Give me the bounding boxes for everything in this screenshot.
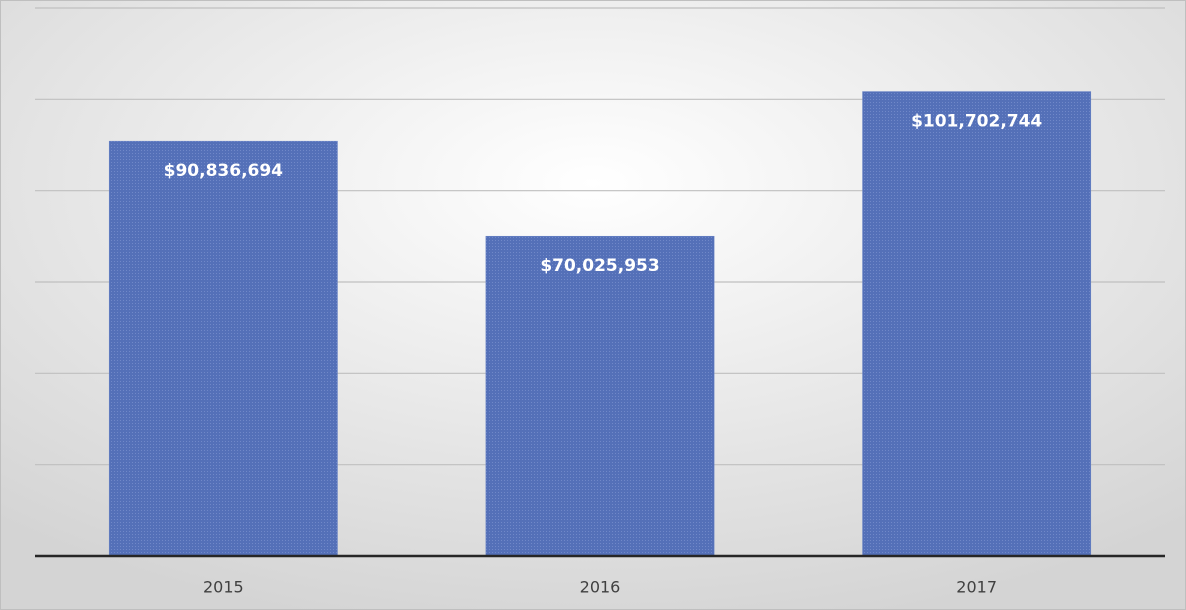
bar bbox=[108, 140, 338, 557]
data-label: $90,836,694 bbox=[164, 161, 284, 181]
data-label: $70,025,953 bbox=[540, 256, 659, 276]
data-label: $101,702,744 bbox=[911, 112, 1042, 132]
bar bbox=[485, 235, 715, 557]
x-tick-label: 2015 bbox=[203, 578, 244, 597]
bar bbox=[862, 91, 1092, 557]
x-tick-label: 2016 bbox=[580, 578, 621, 597]
x-tick-label: 2017 bbox=[956, 578, 997, 597]
